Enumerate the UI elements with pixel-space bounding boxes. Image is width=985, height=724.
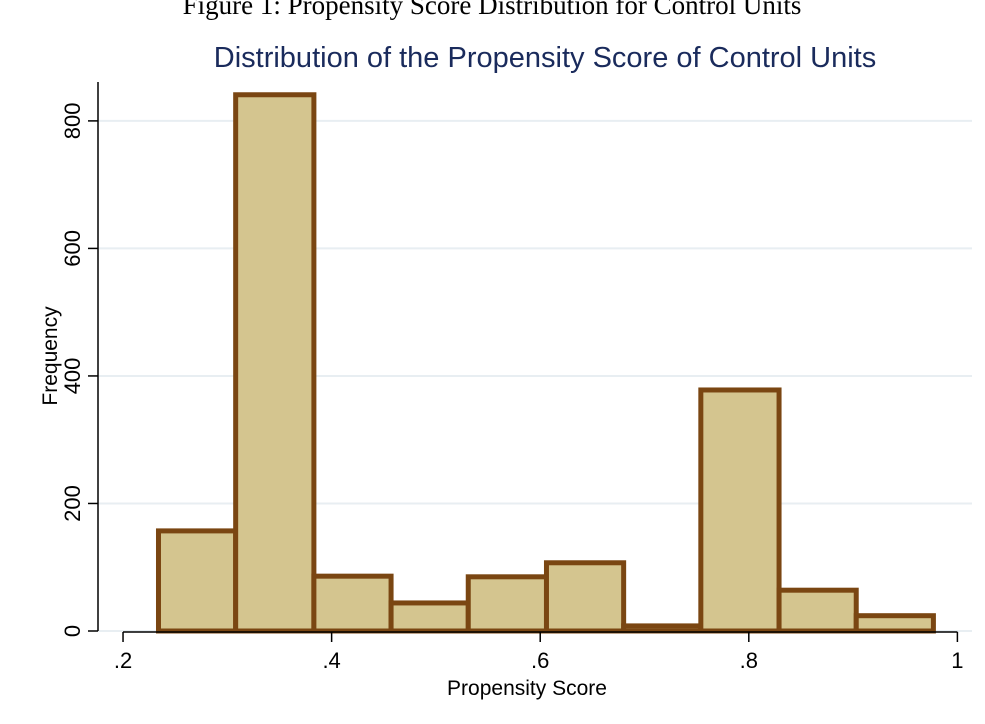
y-tick-label: 800	[60, 103, 85, 140]
bars	[155, 92, 936, 634]
x-tick-label: .8	[740, 648, 758, 673]
x-tick-label: .6	[531, 648, 549, 673]
x-tick-label: .2	[114, 648, 132, 673]
bar	[698, 387, 782, 634]
bar	[233, 92, 317, 634]
bar	[621, 623, 704, 634]
bar	[465, 574, 549, 634]
axes: 0 200 400 600 800 .2 .4 .6 .8 1	[60, 82, 964, 673]
x-tick-label: 1	[951, 648, 963, 673]
y-axis-title: Frequency	[39, 306, 62, 406]
bar	[155, 528, 239, 634]
bar	[776, 587, 859, 634]
y-tick-label: 0	[60, 625, 85, 637]
x-tick-label: .4	[322, 648, 340, 673]
y-tick-label: 600	[60, 230, 85, 267]
bar	[853, 613, 936, 634]
y-tick-label: 200	[60, 485, 85, 522]
bar	[543, 560, 627, 634]
x-axis-title: Propensity Score	[447, 677, 607, 700]
figure-caption: Figure 1: Propensity Score Distribution …	[183, 0, 802, 20]
bar	[388, 600, 471, 634]
y-tick-label: 400	[60, 358, 85, 395]
bar	[311, 573, 394, 634]
chart-title: Distribution of the Propensity Score of …	[214, 42, 876, 74]
